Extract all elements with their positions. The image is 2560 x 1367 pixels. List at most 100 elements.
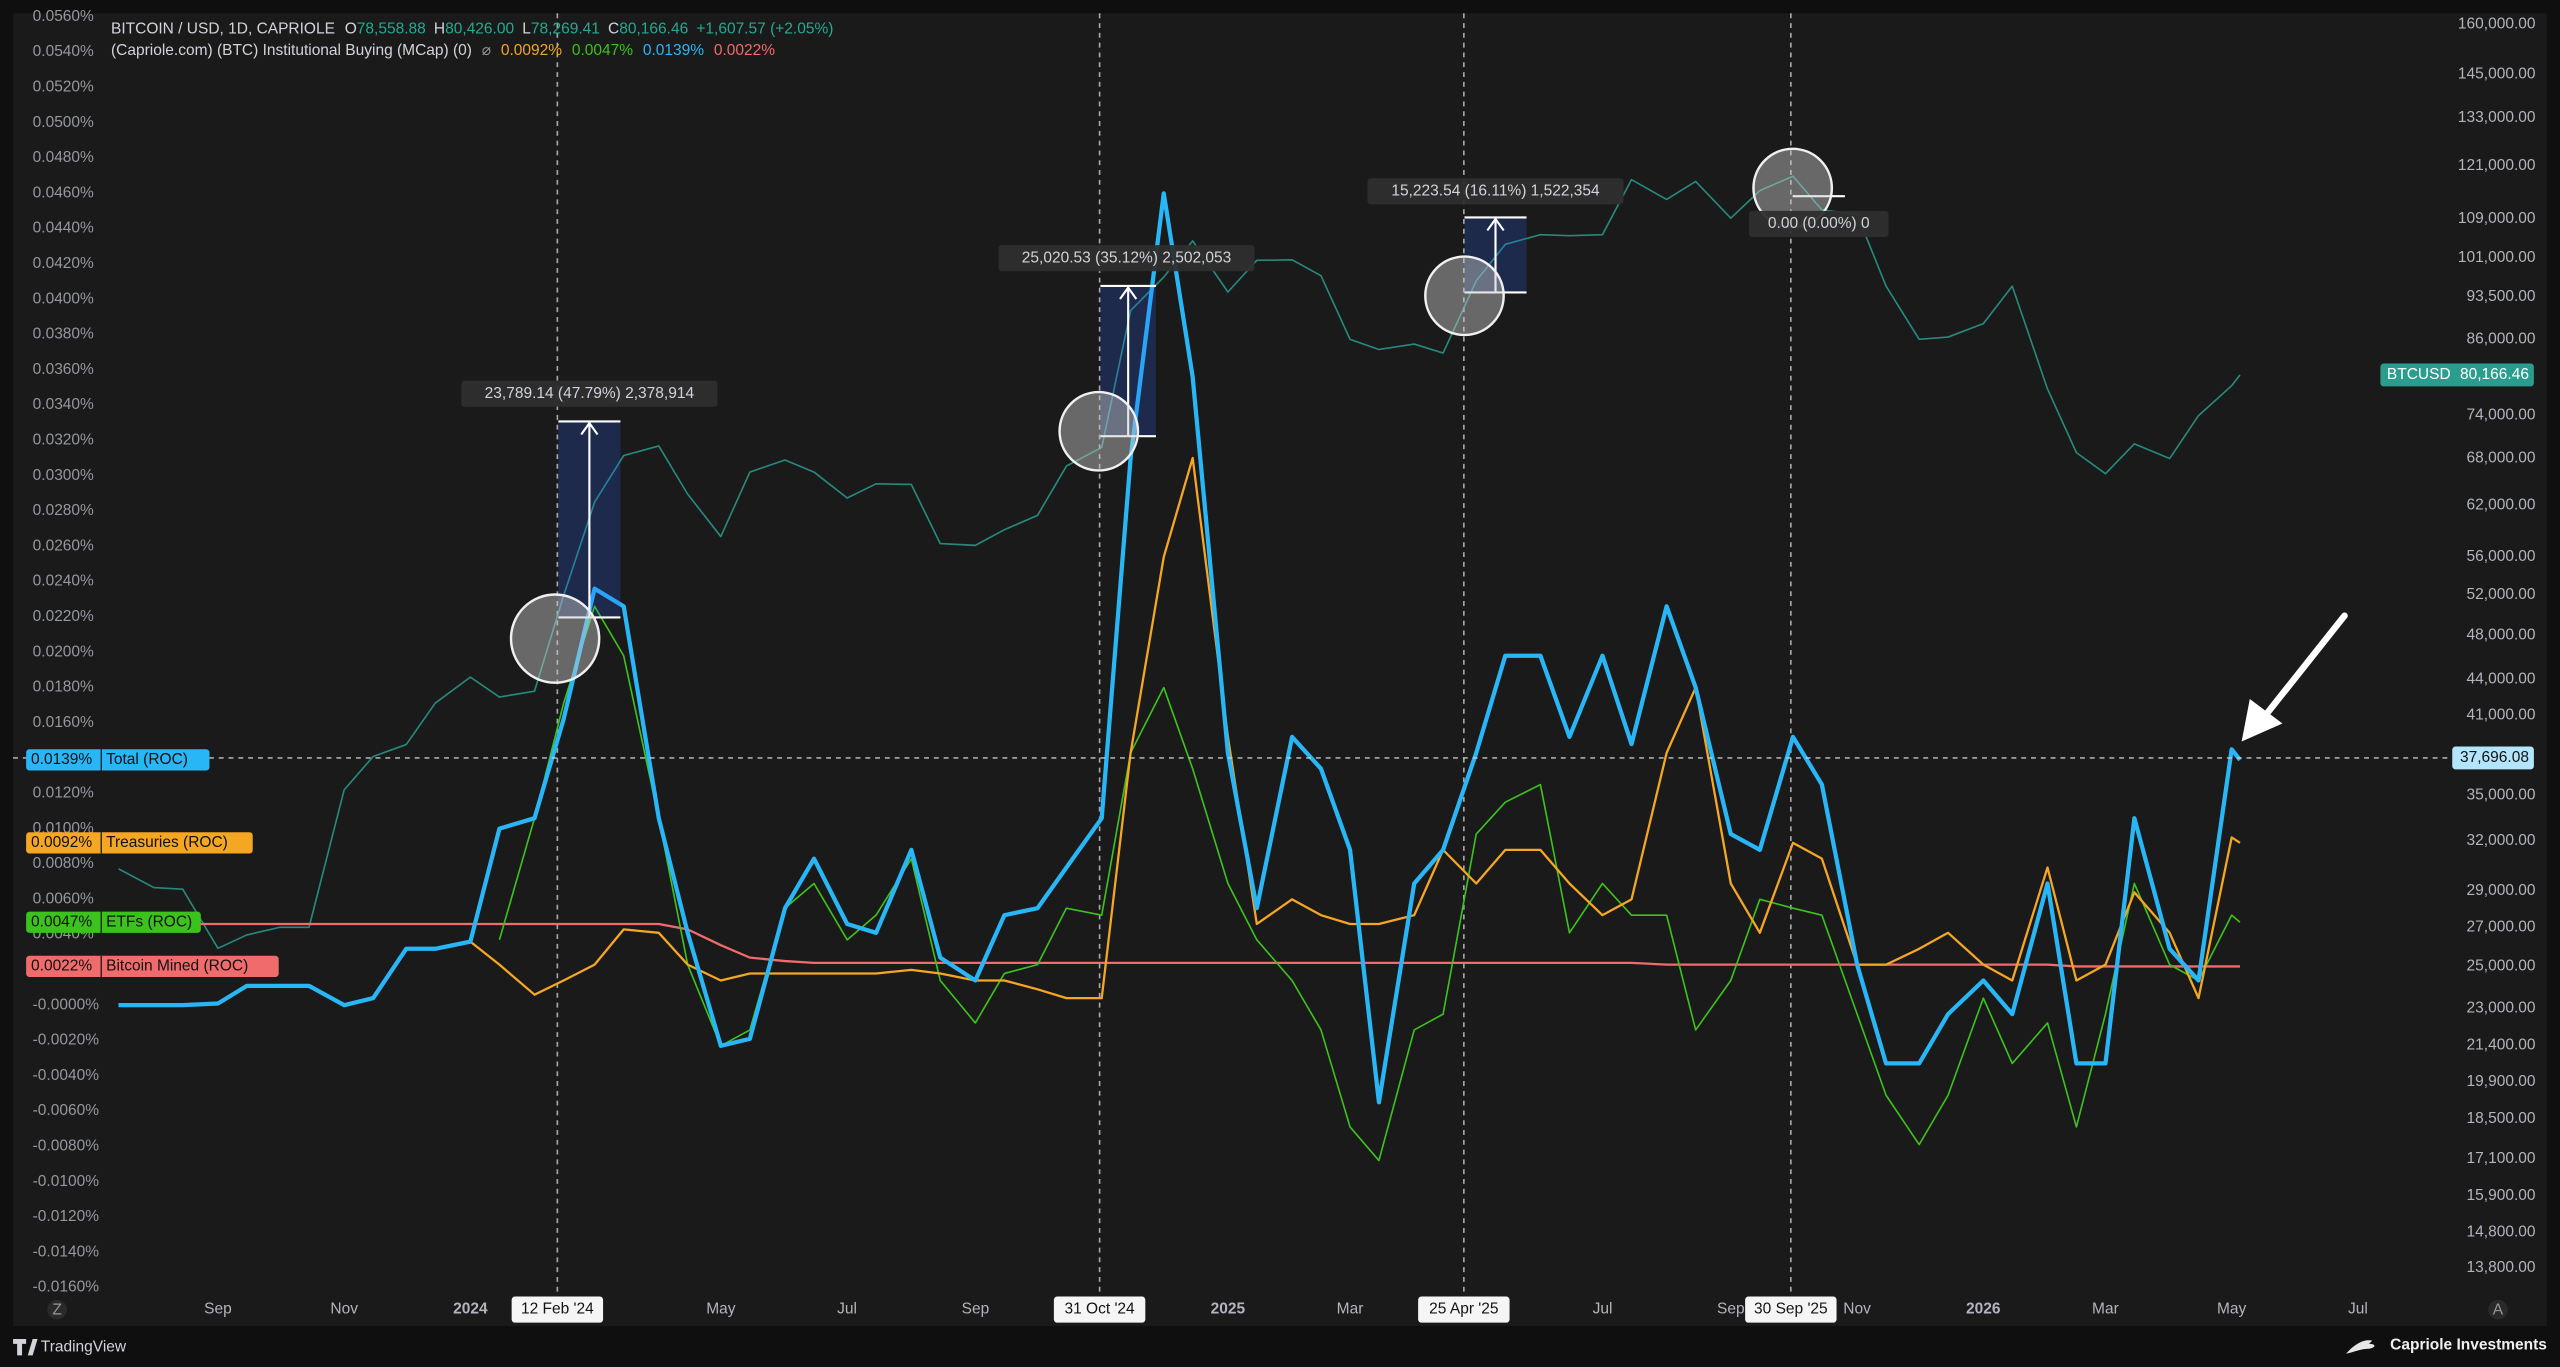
y-tick-label: 0.0540%: [33, 43, 94, 60]
event-label: 12 Feb '24: [521, 1301, 594, 1318]
legend-tag-value: 0.0092%: [31, 834, 92, 851]
legend-tag-name: Bitcoin Mined (ROC): [106, 957, 248, 974]
x-tick-label: 2024: [453, 1301, 488, 1318]
y-tick-label: 0.0360%: [33, 361, 94, 378]
measure-arrowhead: [1486, 217, 1505, 232]
event-label: 30 Sep '25: [1754, 1301, 1828, 1318]
series-line: [182, 922, 2240, 968]
event-label: 31 Oct '24: [1065, 1301, 1136, 1318]
quote-key: L: [522, 21, 531, 38]
y-tick-label: 0.0560%: [33, 8, 94, 25]
y-tick-label: -0.0040%: [33, 1067, 100, 1084]
brand-logo: [13, 1339, 38, 1356]
legend-tag-name: Treasuries (ROC): [106, 834, 228, 851]
measure-arrowhead: [1119, 285, 1138, 300]
legend-tag-box: [26, 911, 201, 933]
y2-tick-label: 25,000.00: [2467, 957, 2536, 974]
measure-label-box: [461, 380, 718, 407]
y-tick-label: -0.0160%: [33, 1279, 100, 1296]
y2-tick-label: 68,000.00: [2467, 450, 2536, 467]
highlight-circle: [1058, 390, 1140, 472]
footer-bar: [0, 1327, 2560, 1367]
legend-tag-box: [26, 955, 279, 977]
x-tick-label: 2026: [1966, 1301, 2001, 1318]
y-tick-label: 0.0420%: [33, 255, 94, 272]
y2-tick-label: 17,100.00: [2467, 1150, 2536, 1167]
y2-tick-label: 109,000.00: [2458, 210, 2536, 227]
y2-tick-label: 62,000.00: [2467, 496, 2536, 513]
indicator-icon: ⌀: [482, 42, 491, 59]
quote-value: 80,426.00: [445, 21, 514, 38]
y2-tick-label: 86,000.00: [2467, 330, 2536, 347]
crosshair-label-box: [2452, 746, 2534, 770]
measure-label: 23,789.14 (47.79%) 2,378,914: [485, 385, 695, 402]
x-tick-label: Sep: [962, 1301, 990, 1318]
y2-tick-label: 35,000.00: [2467, 787, 2536, 804]
legend-tag-name: ETFs (ROC): [106, 913, 192, 930]
indicator-name: (Capriole.com) (BTC) Institutional Buyin…: [111, 42, 472, 59]
x-tick-label: Nov: [1843, 1301, 1871, 1318]
quote-key: H: [434, 21, 445, 38]
y-tick-label: -0.0060%: [33, 1102, 100, 1119]
y2-tick-label: 18,500.00: [2467, 1110, 2536, 1127]
series-line: [118, 175, 2241, 950]
crosshair-label: 37,696.08: [2460, 749, 2529, 766]
legend-tag-name: Total (ROC): [106, 751, 188, 768]
y-tick-label: 0.0400%: [33, 290, 94, 307]
axis-button-label: A: [2493, 1302, 2504, 1319]
y-tick-label: -0.0100%: [33, 1173, 100, 1190]
arrow-head: [2241, 699, 2283, 742]
event-label-box: [1745, 1296, 1837, 1323]
y-tick-label: 0.0440%: [33, 220, 94, 237]
measure-label-box: [1367, 178, 1624, 205]
change: +1,607.57 (+2.05%): [696, 21, 833, 38]
y2-tick-label: 27,000.00: [2467, 918, 2536, 935]
y-tick-label: -0.0020%: [33, 1032, 100, 1049]
x-tick-label: May: [706, 1301, 736, 1318]
y-tick-label: -0.0080%: [33, 1138, 100, 1155]
measure-label-box: [1749, 210, 1889, 237]
y-tick-label: 0.0280%: [33, 502, 94, 519]
x-tick-label: 2025: [1211, 1301, 1246, 1318]
x-tick-label: Mar: [2092, 1301, 2119, 1318]
x-tick-label: Jul: [2348, 1301, 2368, 1318]
y-tick-label: 0.0160%: [33, 714, 94, 731]
measure-arrowhead: [580, 421, 599, 436]
y-tick-label: -0.0120%: [33, 1208, 100, 1225]
y-tick-label: 0.0300%: [33, 467, 94, 484]
brand: TradingView: [41, 1338, 127, 1355]
y-tick-label: -0.0000%: [33, 996, 100, 1013]
y-tick-label: 0.0340%: [33, 396, 94, 413]
x-tick-label: Sep: [204, 1301, 232, 1318]
axis-button: [2488, 1299, 2508, 1320]
y2-tick-label: 56,000.00: [2467, 548, 2536, 565]
symbol: BITCOIN / USD, 1D, CAPRIOLE: [111, 21, 335, 38]
axis-button-label: Z: [52, 1302, 61, 1319]
y-tick-label: 0.0380%: [33, 326, 94, 343]
series-line: [498, 605, 2241, 1162]
y2-tick-label: 29,000.00: [2467, 882, 2536, 899]
x-tick-label: Jul: [837, 1301, 857, 1318]
legend-tag-box: [26, 832, 253, 854]
series-line: [118, 456, 2241, 1007]
y2-tick-label: 41,000.00: [2467, 706, 2536, 723]
y-tick-label: 0.0500%: [33, 114, 94, 131]
x-tick-label: Nov: [330, 1301, 358, 1318]
quote-value: 78,558.88: [357, 21, 426, 38]
highlight-circle: [509, 593, 601, 684]
quote-value: 80,166.46: [619, 21, 688, 38]
x-tick-label: May: [2217, 1301, 2247, 1318]
y2-tick-label: 93,500.00: [2467, 288, 2536, 305]
y-tick-label: 0.0460%: [33, 184, 94, 201]
y-tick-label: 0.0260%: [33, 537, 94, 554]
y2-tick-label: 32,000.00: [2467, 832, 2536, 849]
price-tag-name: BTCUSD: [2387, 366, 2451, 383]
measure-label-box: [998, 245, 1255, 272]
header-line: BITCOIN / USD, 1D, CAPRIOLE O78,558.88 H80…: [111, 21, 833, 38]
y-tick-label: 0.0060%: [33, 890, 94, 907]
y-tick-label: 0.0220%: [33, 608, 94, 625]
price-tag-value: 80,166.46: [2460, 366, 2529, 383]
y2-tick-label: 52,000.00: [2467, 586, 2536, 603]
